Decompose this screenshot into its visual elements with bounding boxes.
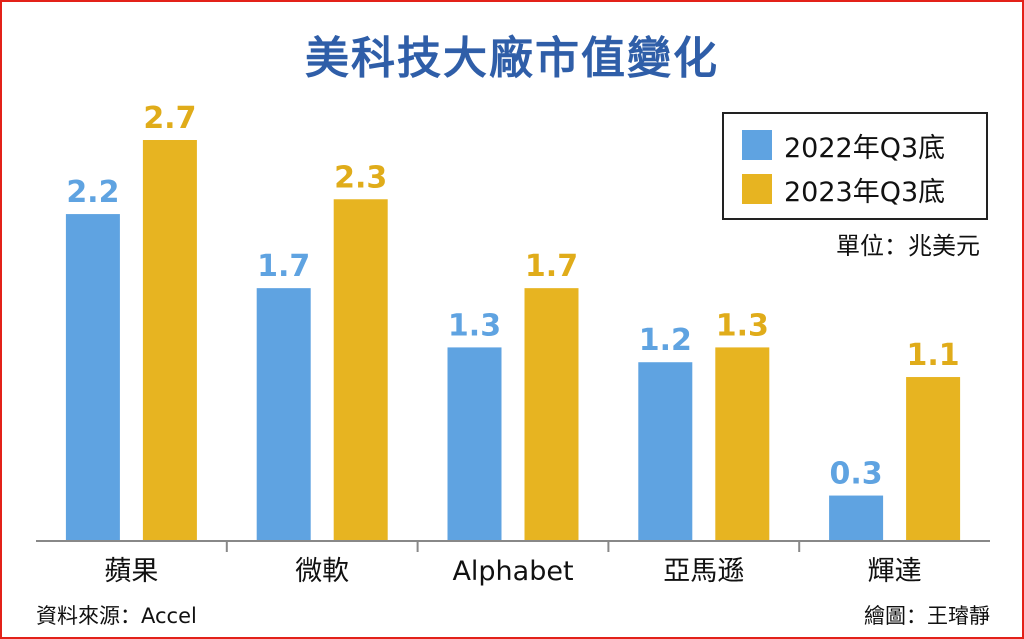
- legend: 2022年Q3底 2023年Q3底: [722, 112, 988, 220]
- legend-label-2023: 2023年Q3底: [784, 176, 946, 208]
- legend-swatch-2022: [742, 130, 772, 160]
- data-label: 1.7: [525, 249, 578, 284]
- unit-label: 單位：兆美元: [836, 232, 980, 260]
- source-note: 資料來源：Accel: [36, 604, 197, 628]
- data-label: 2.2: [66, 175, 119, 210]
- category-label: 蘋果: [104, 556, 158, 587]
- data-label: 1.2: [639, 323, 692, 358]
- legend-swatch-2023: [742, 174, 772, 204]
- bar-2023: [906, 377, 961, 540]
- legend-label-2022: 2022年Q3底: [784, 132, 946, 164]
- category-label: 輝達: [868, 556, 922, 587]
- bar-2023: [333, 199, 388, 540]
- bar-2022: [256, 288, 311, 540]
- data-label: 1.3: [716, 308, 769, 343]
- bar-2022: [829, 495, 884, 540]
- category-label: 亞馬遜: [663, 556, 744, 587]
- data-label: 2.3: [334, 160, 387, 195]
- bar-2022: [447, 347, 502, 540]
- data-label: 0.3: [830, 457, 883, 492]
- data-label: 2.7: [143, 101, 196, 136]
- bar-2023: [715, 347, 770, 540]
- data-label: 1.1: [907, 338, 960, 373]
- bar-2022: [638, 362, 693, 540]
- chart-title: 美科技大廠市值變化: [305, 33, 719, 84]
- category-label: Alphabet: [452, 556, 573, 587]
- data-label: 1.7: [257, 249, 310, 284]
- credit-note: 繪圖：王璿靜: [864, 604, 990, 628]
- bar-2023: [524, 288, 579, 540]
- data-label: 1.3: [448, 308, 501, 343]
- bar-2023: [142, 140, 197, 540]
- legend-item-2022: 2022年Q3底: [742, 130, 945, 164]
- category-label: 微軟: [295, 556, 349, 587]
- bar-2022: [65, 214, 120, 540]
- legend-item-2023: 2023年Q3底: [742, 174, 945, 208]
